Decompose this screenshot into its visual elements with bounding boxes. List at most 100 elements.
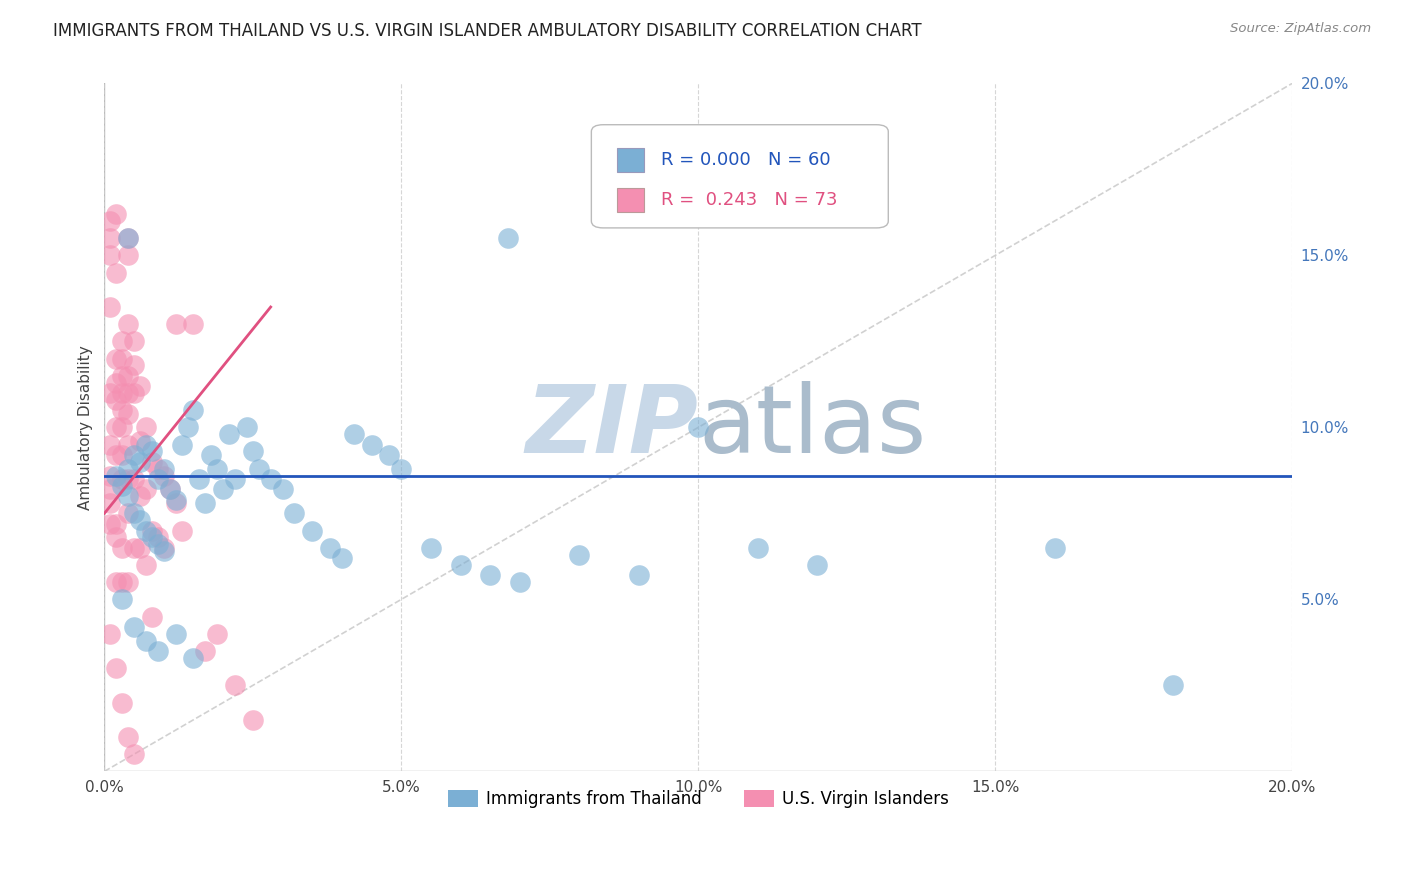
Point [111,368,134,383]
Point [141,444,163,458]
Point [98,516,121,531]
Point [129,513,152,527]
Point [122,472,145,486]
Point [165,627,187,641]
Point [205,627,228,641]
Point [420,541,443,555]
Point [105,531,128,545]
Point [111,472,134,486]
Point [141,455,163,469]
Point [360,437,382,451]
Point [330,551,353,566]
Point [122,541,145,555]
Point [105,420,128,434]
Legend: Immigrants from Thailand, U.S. Virgin Islanders: Immigrants from Thailand, U.S. Virgin Is… [441,783,956,814]
Point [688,420,710,434]
Point [111,420,134,434]
Point [242,713,264,727]
Bar [617,188,644,212]
Point [141,524,163,538]
Point [129,434,152,449]
Point [105,351,128,366]
Point [129,541,152,555]
Point [105,448,128,462]
Point [111,448,134,462]
Point [111,403,134,417]
Point [111,696,134,710]
Point [194,496,217,510]
Point [98,627,121,641]
Point [117,368,139,383]
Point [122,620,145,634]
Point [135,524,157,538]
Point [479,568,502,582]
Point [183,651,205,665]
Point [146,472,169,486]
Point [627,568,650,582]
Point [165,492,187,507]
Text: Source: ZipAtlas.com: Source: ZipAtlas.com [1230,22,1371,36]
Point [152,461,174,475]
Point [509,575,531,590]
Point [159,483,181,497]
Point [224,472,246,486]
Point [247,461,270,475]
Point [159,483,181,497]
Point [218,427,240,442]
Point [98,496,121,510]
Point [135,420,157,434]
Point [343,427,366,442]
Point [122,386,145,401]
Point [188,472,211,486]
Point [212,483,235,497]
Point [146,461,169,475]
Point [200,448,222,462]
Text: atlas: atlas [699,382,927,474]
Point [117,317,139,331]
Point [135,483,157,497]
Point [111,479,134,493]
Point [98,468,121,483]
Point [105,392,128,407]
Point [129,489,152,503]
Point [170,524,193,538]
Point [301,524,323,538]
Point [117,248,139,262]
Point [141,609,163,624]
Point [389,461,412,475]
Text: ZIP: ZIP [526,382,699,474]
Text: IMMIGRANTS FROM THAILAND VS U.S. VIRGIN ISLANDER AMBULATORY DISABILITY CORRELATI: IMMIGRANTS FROM THAILAND VS U.S. VIRGIN … [53,22,922,40]
Point [105,468,128,483]
Point [568,548,591,562]
Point [117,489,139,503]
Point [122,507,145,521]
Bar [617,148,644,172]
Point [105,516,128,531]
Point [98,386,121,401]
Point [170,437,193,451]
Point [205,461,228,475]
Point [111,386,134,401]
Point [183,403,205,417]
Point [98,300,121,314]
Point [111,541,134,555]
Y-axis label: Ambulatory Disability: Ambulatory Disability [79,345,93,510]
Point [165,317,187,331]
Point [117,231,139,245]
Point [152,468,174,483]
Point [122,359,145,373]
Point [98,248,121,262]
Point [152,541,174,555]
Point [236,420,259,434]
Point [98,231,121,245]
Point [271,483,294,497]
Point [117,386,139,401]
Point [105,207,128,221]
Point [105,266,128,280]
Point [260,472,283,486]
Point [117,507,139,521]
Point [117,575,139,590]
Point [450,558,472,572]
Point [122,747,145,761]
Point [117,472,139,486]
